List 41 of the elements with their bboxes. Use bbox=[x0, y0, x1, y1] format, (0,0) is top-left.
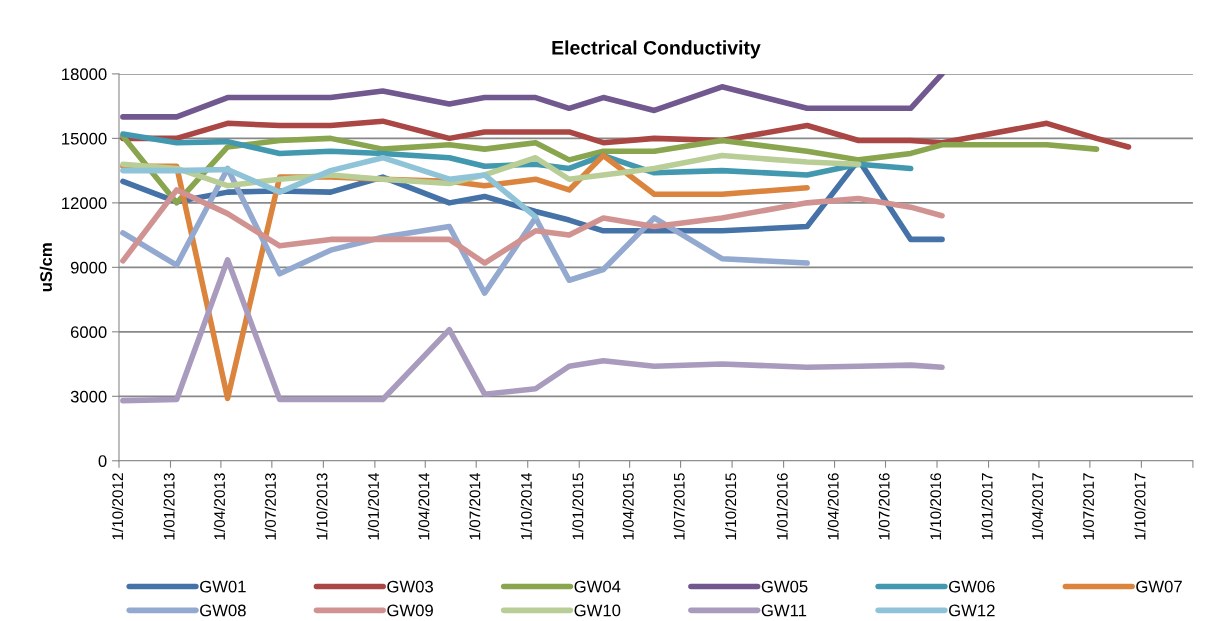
y-tick-label: 0 bbox=[98, 455, 107, 467]
x-tick-label: 1/10/2013 bbox=[316, 473, 328, 540]
x-tick-label: 1/04/2013 bbox=[213, 473, 225, 540]
legend-label: GW03 bbox=[387, 580, 433, 593]
x-tick-label: 1/04/2016 bbox=[827, 473, 839, 540]
x-tick-label: 1/01/2016 bbox=[776, 473, 788, 540]
y-tick-label: 6000 bbox=[70, 326, 107, 339]
x-tick-label: 1/01/2013 bbox=[163, 473, 175, 540]
x-tick-label: 1/10/2017 bbox=[1134, 473, 1146, 540]
y-tick-label: 12000 bbox=[62, 197, 107, 210]
x-tick-label: 1/07/2014 bbox=[469, 473, 481, 540]
x-tick-label: 1/10/2014 bbox=[520, 473, 532, 540]
y-tick-label: 3000 bbox=[70, 390, 107, 403]
x-tick-label: 1/07/2016 bbox=[878, 473, 890, 540]
legend-label: GW04 bbox=[574, 580, 621, 593]
x-tick-label: 1/01/2015 bbox=[572, 473, 584, 540]
x-tick-label: 1/07/2015 bbox=[673, 473, 685, 540]
legend-label: GW11 bbox=[761, 604, 807, 617]
x-tick-label: 1/10/2012 bbox=[111, 473, 124, 540]
legend-label: GW07 bbox=[1136, 580, 1182, 593]
x-tick-label: 1/10/2016 bbox=[929, 473, 942, 540]
x-tick-label: 1/07/2013 bbox=[264, 473, 276, 540]
x-tick-label: 1/04/2014 bbox=[418, 473, 430, 540]
x-tick-label: 1/10/2015 bbox=[724, 473, 737, 540]
x-tick-label: 1/04/2015 bbox=[622, 473, 634, 540]
legend-label: GW12 bbox=[949, 604, 995, 617]
x-tick-label: 1/07/2017 bbox=[1082, 473, 1094, 540]
chart-title: Electrical Conductivity bbox=[552, 40, 761, 59]
x-tick-label: 1/01/2017 bbox=[981, 473, 993, 540]
legend-label: GW08 bbox=[200, 604, 246, 617]
legend-label: GW01 bbox=[200, 580, 246, 593]
legend-label: GW05 bbox=[761, 580, 808, 593]
x-tick-label: 1/04/2017 bbox=[1031, 473, 1044, 540]
y-tick-label: 9000 bbox=[70, 261, 107, 274]
legend-label: GW10 bbox=[574, 604, 621, 617]
legend-label: GW06 bbox=[949, 580, 995, 593]
y-tick-label: 15000 bbox=[62, 132, 107, 145]
y-axis-title: uS/cm bbox=[39, 243, 53, 292]
x-tick-label: 1/01/2014 bbox=[367, 473, 379, 540]
y-tick-label: 18000 bbox=[62, 68, 107, 81]
legend-label: GW09 bbox=[387, 604, 433, 617]
